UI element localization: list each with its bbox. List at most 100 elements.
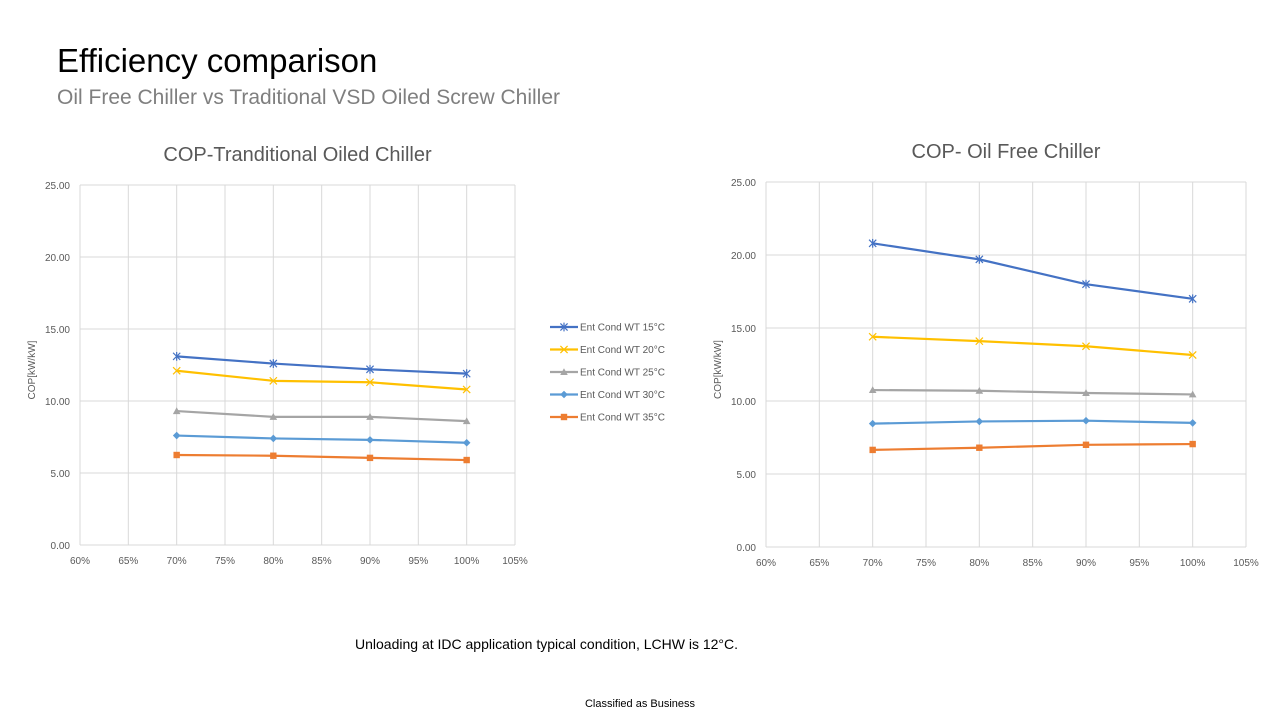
legend-item: Ent Cond WT 20°C bbox=[550, 345, 665, 356]
x-tick-label: 80% bbox=[263, 556, 283, 567]
data-point bbox=[366, 413, 374, 420]
x-tick-label: 100% bbox=[454, 556, 480, 567]
x-tick-label: 65% bbox=[118, 556, 138, 567]
legend-label: Ent Cond WT 25°C bbox=[580, 368, 665, 379]
series-line bbox=[176, 409, 467, 423]
legend-label: Ent Cond WT 35°C bbox=[580, 413, 665, 424]
series-1 bbox=[868, 238, 1197, 304]
x-tick-label: 80% bbox=[969, 558, 989, 569]
data-point bbox=[1081, 342, 1091, 351]
data-point bbox=[462, 385, 471, 394]
y-tick-label: 5.00 bbox=[737, 470, 757, 481]
y-axis-label: COP[kW/kW] bbox=[27, 340, 38, 399]
data-point bbox=[868, 332, 877, 341]
data-point bbox=[1081, 279, 1091, 289]
data-point bbox=[869, 446, 876, 454]
legend-item: Ent Cond WT 35°C bbox=[550, 413, 665, 424]
data-point bbox=[269, 434, 278, 443]
legend-marker bbox=[559, 322, 569, 332]
legend-item: Ent Cond WT 25°C bbox=[550, 368, 665, 379]
x-tick-label: 70% bbox=[863, 558, 883, 569]
x-tick-label: 95% bbox=[1129, 558, 1149, 569]
data-point bbox=[1082, 389, 1090, 396]
data-point bbox=[1188, 350, 1197, 360]
classification-label: Classified as Business bbox=[584, 698, 696, 710]
data-point bbox=[269, 376, 278, 385]
slide-subtitle: Oil Free Chiller vs Traditional VSD Oile… bbox=[57, 86, 560, 109]
y-tick-label: 0.00 bbox=[737, 543, 757, 554]
footnote: Unloading at IDC application typical con… bbox=[355, 636, 739, 652]
legend-label: Ent Cond WT 20°C bbox=[580, 345, 665, 356]
y-tick-label: 10.00 bbox=[45, 397, 70, 408]
data-point bbox=[975, 337, 984, 346]
legend-item: Ent Cond WT 30°C bbox=[550, 390, 665, 401]
data-point bbox=[462, 417, 471, 425]
data-point bbox=[462, 438, 471, 447]
series-3 bbox=[868, 386, 1197, 398]
data-point bbox=[975, 417, 984, 426]
legend-marker bbox=[560, 390, 568, 399]
series-5 bbox=[869, 440, 1196, 454]
data-point bbox=[1188, 294, 1197, 304]
x-tick-label: 90% bbox=[360, 556, 380, 567]
legend-item: Ent Cond WT 15°C bbox=[550, 323, 665, 334]
series-4 bbox=[172, 431, 471, 447]
series-2 bbox=[172, 366, 471, 394]
slide-title: Efficiency comparison bbox=[57, 42, 378, 79]
data-point bbox=[976, 444, 983, 451]
data-point bbox=[975, 254, 984, 264]
series-4 bbox=[868, 416, 1197, 428]
y-tick-label: 15.00 bbox=[731, 324, 756, 335]
series-line bbox=[872, 388, 1193, 396]
series-line bbox=[872, 242, 1193, 300]
x-tick-label: 70% bbox=[167, 556, 187, 567]
x-tick-label: 75% bbox=[215, 556, 235, 567]
x-tick-label: 65% bbox=[809, 558, 829, 569]
data-point bbox=[172, 366, 181, 375]
series-line bbox=[176, 355, 467, 375]
chart-title: COP-Tranditional Oiled Chiller bbox=[163, 144, 432, 166]
y-tick-label: 15.00 bbox=[45, 325, 70, 336]
data-point bbox=[1188, 419, 1197, 427]
series-line bbox=[872, 419, 1193, 425]
x-tick-label: 85% bbox=[1023, 558, 1043, 569]
x-tick-label: 105% bbox=[1233, 558, 1259, 569]
series-line bbox=[176, 453, 467, 462]
data-point bbox=[365, 378, 375, 387]
data-point bbox=[1189, 440, 1196, 448]
data-point bbox=[868, 238, 877, 248]
y-tick-label: 5.00 bbox=[51, 469, 71, 480]
y-tick-label: 10.00 bbox=[731, 397, 756, 408]
y-tick-label: 25.00 bbox=[45, 181, 70, 192]
y-tick-label: 20.00 bbox=[45, 253, 70, 264]
series-1 bbox=[172, 351, 471, 379]
y-tick-label: 20.00 bbox=[731, 251, 756, 262]
chart-oil-free: COP- Oil Free Chiller 0.00 5.00 10.00 15.00 2… bbox=[713, 141, 1259, 569]
legend-marker bbox=[559, 345, 569, 354]
series-2 bbox=[868, 332, 1197, 360]
y-axis-label: COP[kW/kW] bbox=[713, 340, 724, 399]
data-point bbox=[172, 351, 181, 361]
x-tick-label: 90% bbox=[1076, 558, 1096, 569]
series-5 bbox=[173, 451, 470, 464]
data-point bbox=[868, 419, 877, 428]
y-tick-label: 25.00 bbox=[731, 178, 756, 189]
series-line bbox=[176, 369, 467, 391]
legend-label: Ent Cond WT 30°C bbox=[580, 390, 665, 401]
x-tick-label: 75% bbox=[916, 558, 936, 569]
data-point bbox=[366, 436, 374, 444]
data-point bbox=[975, 386, 984, 394]
data-point bbox=[1188, 390, 1197, 398]
data-point bbox=[463, 456, 470, 464]
x-tick-label: 85% bbox=[312, 556, 332, 567]
y-tick-label: 0.00 bbox=[51, 541, 71, 552]
x-tick-label: 100% bbox=[1180, 558, 1206, 569]
x-tick-label: 60% bbox=[70, 556, 90, 567]
series-line bbox=[176, 434, 467, 444]
data-point bbox=[365, 364, 375, 374]
x-tick-label: 95% bbox=[408, 556, 428, 567]
series-line bbox=[872, 335, 1193, 357]
data-point bbox=[269, 359, 278, 368]
series-line bbox=[872, 442, 1193, 452]
data-point bbox=[462, 369, 471, 379]
